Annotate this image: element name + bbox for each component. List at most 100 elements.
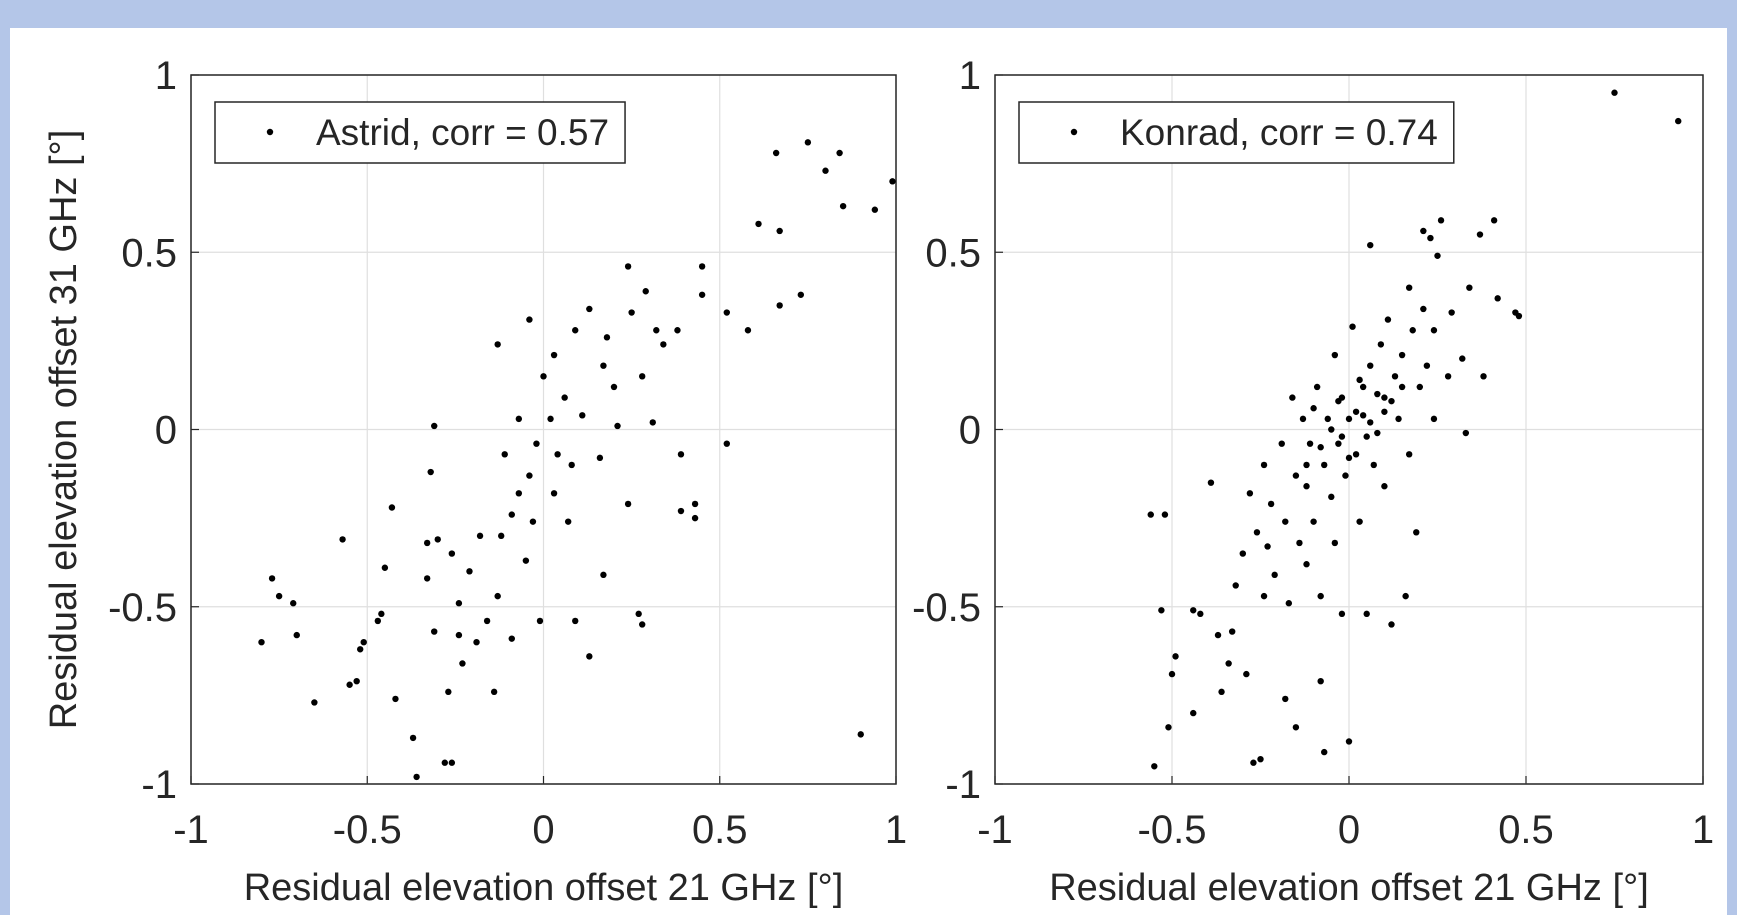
- scatter-point: [413, 773, 420, 781]
- scatter-point: [1490, 217, 1498, 224]
- legend-box: [1018, 101, 1455, 164]
- scatter-point: [1328, 426, 1335, 433]
- scatter-point: [1381, 483, 1388, 490]
- scatter-point: [1292, 724, 1300, 731]
- scatter-point: [804, 139, 812, 146]
- scatter-point: [536, 617, 544, 625]
- scatter-point: [1158, 607, 1165, 614]
- scatter-point: [586, 653, 593, 660]
- scatter-point: [1345, 738, 1353, 745]
- scatter-point: [1430, 327, 1438, 334]
- scatter-point: [476, 532, 484, 540]
- scatter-point: [533, 440, 540, 447]
- y-tick-label: 1: [959, 54, 981, 98]
- scatter-point: [526, 472, 533, 479]
- scatter-point: [1515, 312, 1523, 320]
- scatter-point: [1335, 440, 1342, 447]
- scatter-point: [677, 507, 685, 515]
- scatter-point: [381, 564, 389, 571]
- scatter-point: [1356, 518, 1363, 525]
- scatter-point: [1423, 362, 1431, 369]
- scatter-point: [871, 206, 879, 213]
- scatter-point: [311, 699, 318, 706]
- scatter-point: [723, 309, 730, 316]
- scatter-point: [1289, 394, 1296, 401]
- scatter-point: [723, 440, 730, 447]
- scatter-point: [624, 500, 632, 508]
- scatter-point: [441, 759, 448, 766]
- scatter-point: [1207, 479, 1215, 486]
- scatter-point: [1225, 660, 1232, 667]
- scatter-point: [275, 592, 283, 600]
- scatter-point: [445, 688, 452, 696]
- legend-box: [214, 101, 626, 164]
- scatter-point: [572, 327, 579, 334]
- scatter-point: [466, 568, 473, 575]
- scatter-point: [1165, 724, 1172, 731]
- scatter-point: [572, 617, 579, 625]
- scatter-point: [1331, 351, 1339, 359]
- scatter-point: [427, 468, 434, 476]
- scatter-point: [1381, 394, 1388, 401]
- scatter-point: [1413, 529, 1420, 536]
- x-tick-label: 0.5: [1498, 808, 1554, 852]
- scatter-point: [1338, 610, 1346, 618]
- scatter-point: [1338, 433, 1346, 440]
- scatter-point: [392, 695, 399, 703]
- y-axis-label: Residual elevation offset 31 GHz [°]: [43, 130, 85, 730]
- scatter-point: [660, 341, 667, 348]
- scatter-point: [1434, 252, 1441, 259]
- scatter-point: [836, 149, 843, 157]
- scatter-point: [1476, 231, 1484, 238]
- scatter-point: [1282, 695, 1289, 703]
- scatter-point: [628, 309, 635, 316]
- scatter-point: [1420, 227, 1427, 235]
- scatter-point: [1402, 592, 1409, 600]
- scatter-point: [1370, 461, 1377, 469]
- scatter-point: [822, 167, 829, 174]
- scatter-point: [1218, 688, 1225, 696]
- scatter-point: [455, 631, 463, 639]
- scatter-point: [1292, 472, 1300, 479]
- scatter-point: [483, 617, 491, 625]
- scatter-point: [1299, 415, 1307, 423]
- x-axis-label: Residual elevation offset 21 GHz [°]: [1049, 867, 1649, 909]
- scatter-point: [1405, 284, 1413, 291]
- scatter-point: [1391, 373, 1399, 380]
- scatter-point: [1335, 397, 1342, 405]
- scatter-point: [1250, 759, 1257, 766]
- scatter-point: [529, 518, 537, 525]
- scatter-point: [1345, 454, 1353, 462]
- y-tick-label: -0.5: [912, 586, 981, 630]
- scatter-point: [1239, 550, 1247, 557]
- scatter-point: [293, 631, 300, 639]
- scatter-point: [1381, 408, 1388, 415]
- scatter-point: [1367, 362, 1374, 369]
- scatter-point: [776, 302, 783, 309]
- scatter-point: [639, 373, 646, 380]
- scatter-point: [1409, 327, 1416, 334]
- scatter-point: [374, 617, 382, 625]
- scatter-point: [698, 263, 706, 270]
- scatter-point: [494, 592, 501, 600]
- scatter-point: [603, 334, 611, 341]
- scatter-point: [1420, 305, 1427, 313]
- scatter-point: [1448, 309, 1455, 316]
- axes: -1 -0.5 0 0.5 1 -1 -0.5 0 0.5 1 Residual elevation…: [43, 54, 907, 909]
- scatter-point: [1303, 461, 1310, 469]
- scatter-point: [1342, 472, 1349, 479]
- y-tick-label: -1: [945, 763, 981, 807]
- scatter-point: [473, 639, 480, 646]
- scatter-point: [1321, 461, 1328, 469]
- scatter-point: [600, 571, 607, 579]
- legend-label: Astrid, corr = 0.57: [316, 112, 609, 153]
- scatter-point: [1151, 763, 1158, 770]
- scatter-point: [554, 451, 561, 458]
- scatter-point: [586, 305, 593, 313]
- scatter-point: [1282, 518, 1289, 525]
- scatter-point: [547, 415, 554, 423]
- scatter-point: [1388, 397, 1395, 405]
- scatter-point: [1197, 610, 1204, 618]
- scatter-point: [526, 316, 533, 323]
- scatter-point: [1232, 582, 1239, 589]
